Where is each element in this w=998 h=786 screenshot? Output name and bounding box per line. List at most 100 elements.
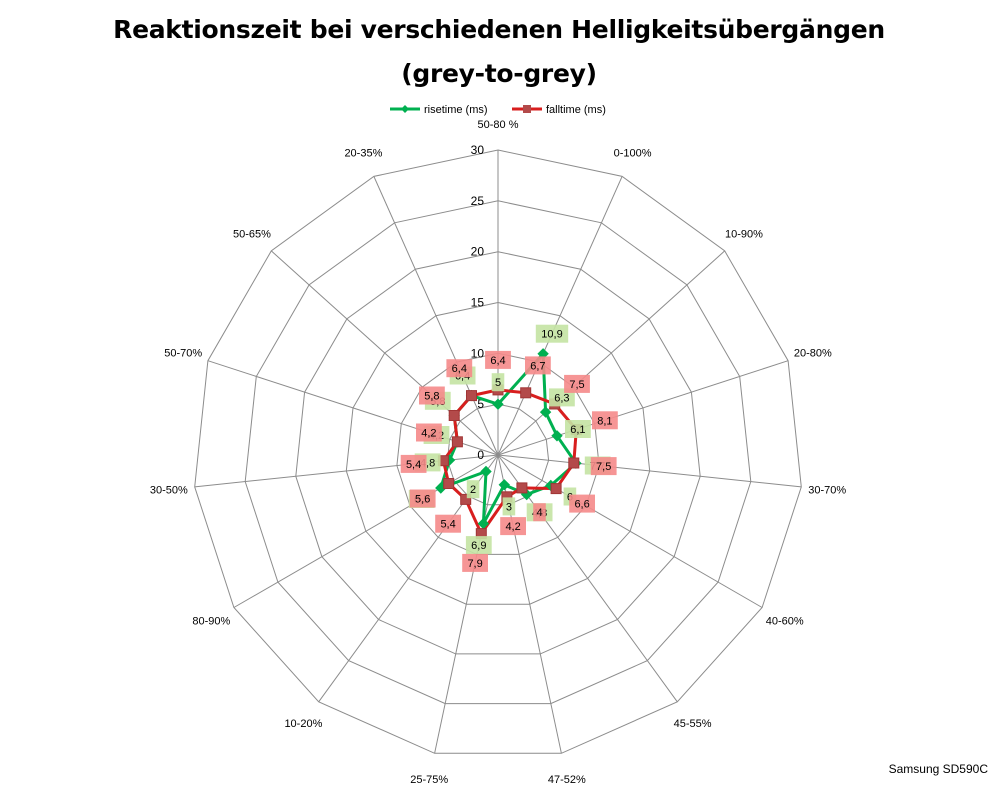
value-label: 7,9 <box>467 558 482 570</box>
series-markers <box>435 348 582 540</box>
radial-tick-label: 10 <box>471 346 485 360</box>
legend-marker <box>523 105 531 113</box>
falltime-marker <box>516 482 528 494</box>
falltime-marker <box>520 387 532 399</box>
grid-ring-25 <box>244 200 752 705</box>
legend: risetime (ms) falltime (ms) <box>390 104 606 116</box>
value-label: 7,5 <box>596 461 611 473</box>
value-labels: 510,96,36,17,764,836,926,54,84,25,86,46,… <box>400 324 618 572</box>
value-label-bg <box>565 420 591 438</box>
series-line-falltime <box>441 388 578 536</box>
series-lines <box>439 352 578 536</box>
category-label: 0-100% <box>614 148 652 160</box>
chart-title-line-2: (grey-to-grey) <box>401 59 597 88</box>
value-label: 5,4 <box>440 519 455 531</box>
chart-title: Reaktionszeit bei verschiedenen Helligke… <box>0 8 998 96</box>
value-label-bg <box>400 454 427 473</box>
legend-label: falltime (ms) <box>546 104 606 116</box>
category-label: 20-80% <box>794 348 832 360</box>
category-label: 50-65% <box>233 229 271 241</box>
value-label: 6,9 <box>471 540 486 552</box>
grid-ring-30 <box>194 149 802 754</box>
value-label: 6,6 <box>574 499 589 511</box>
value-label: 8,1 <box>597 415 612 427</box>
value-label: 6,4 <box>452 363 467 375</box>
value-label: 7,5 <box>569 379 584 391</box>
value-label-bg <box>416 423 442 442</box>
value-label: 10,9 <box>541 329 562 341</box>
falltime-marker <box>550 483 562 495</box>
grid-ring-15 <box>345 301 651 605</box>
category-label: 40-60% <box>766 616 804 628</box>
value-label: 6,7 <box>530 360 545 372</box>
value-label: 5 <box>495 377 501 389</box>
legend-marker <box>401 105 409 113</box>
radial-tick-label: 20 <box>471 245 485 259</box>
value-label-bg <box>465 536 492 555</box>
category-label: 25-75% <box>410 774 448 786</box>
value-label: 6,1 <box>570 424 585 436</box>
grid-spoke <box>373 176 499 456</box>
grid-ring-20 <box>295 251 701 655</box>
category-label: 47-52% <box>548 774 586 786</box>
risetime-marker <box>492 398 504 410</box>
value-label-bg <box>491 373 505 392</box>
radial-tick-label: 15 <box>471 296 485 310</box>
grid-spoke <box>270 250 499 456</box>
value-label: 3 <box>506 501 512 513</box>
value-label-bg <box>446 359 473 378</box>
radial-tick-label: 25 <box>471 194 485 208</box>
falltime-marker <box>448 410 460 421</box>
value-label-bg <box>485 350 511 369</box>
category-label: 30-50% <box>150 485 188 497</box>
risetime-marker <box>551 430 563 442</box>
value-label-bg <box>569 494 595 513</box>
value-label: 2 <box>470 484 476 496</box>
category-label: 20-35% <box>344 148 382 160</box>
category-label: 10-20% <box>284 718 322 730</box>
radial-tick-label: 30 <box>471 143 485 157</box>
value-label-bg <box>435 514 461 533</box>
grid-spoke <box>497 454 763 608</box>
category-label: 50-70% <box>164 348 202 360</box>
value-label-bg <box>592 411 618 430</box>
risetime-marker <box>539 406 552 418</box>
value-label-bg <box>466 480 480 499</box>
falltime-marker <box>460 493 472 505</box>
value-label-bg <box>409 489 436 508</box>
grid-spoke <box>207 360 499 456</box>
value-label: 6,4 <box>490 355 505 367</box>
radar-grid <box>194 149 802 754</box>
radial-tick-label: 5 <box>477 397 484 411</box>
value-label: 5,8 <box>424 391 439 403</box>
falltime-marker <box>451 436 463 448</box>
value-label: 6,3 <box>554 392 569 404</box>
value-label-bg <box>500 517 526 536</box>
value-label-bg <box>502 497 516 516</box>
grid-spoke <box>497 360 789 456</box>
radial-tick-labels: 0 5 10 15 20 25 30 <box>471 143 485 462</box>
grid-spoke <box>434 454 499 754</box>
chart-title-line-1: Reaktionszeit bei verschiedenen Helligke… <box>113 15 885 44</box>
risetime-marker <box>480 465 492 478</box>
value-label-bg <box>525 356 551 375</box>
grid-ring-10 <box>396 352 600 555</box>
radial-tick-label: 0 <box>477 448 484 462</box>
value-label: 5,4 <box>406 459 421 471</box>
value-label: 4 <box>536 507 542 519</box>
category-label: 45-55% <box>674 718 712 730</box>
value-label-bg <box>419 386 445 405</box>
falltime-marker <box>443 478 455 489</box>
legend-label: risetime (ms) <box>424 104 488 116</box>
falltime-marker <box>568 457 580 469</box>
category-labels: 50-80 % 0-100% 10-90% 20-80% 30-70% 40-60% 45-… <box>150 119 847 786</box>
value-label-bg <box>564 374 590 393</box>
risetime-marker <box>498 479 511 491</box>
category-label: 10-90% <box>725 229 763 241</box>
grid-spoke <box>497 454 802 488</box>
category-label: 30-70% <box>808 485 846 497</box>
grid-spoke <box>497 176 623 456</box>
value-label-bg <box>590 457 617 476</box>
value-label: 4,2 <box>421 428 436 440</box>
